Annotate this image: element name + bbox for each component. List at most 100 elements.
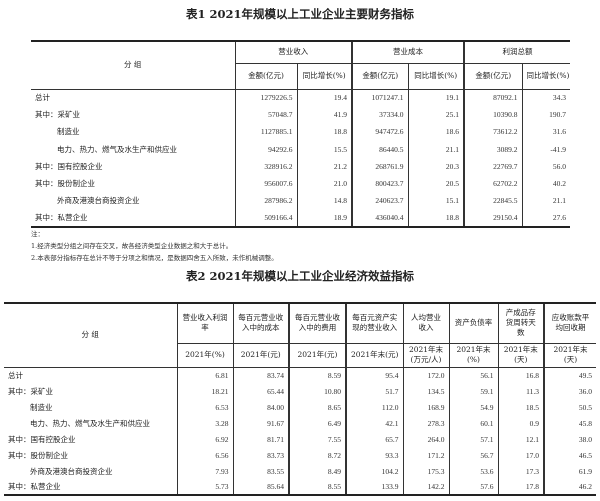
- financial-indicators-table: 分 组 营业收入 营业成本 利润总额 金额(亿元) 同比增长(%) 金额(亿元) 同比…: [31, 40, 570, 228]
- cell-value: 37334.0: [351, 106, 408, 124]
- row-label: 电力、热力、燃气及水生产和供应业: [57, 144, 177, 154]
- cell-value: 278.3: [402, 415, 449, 431]
- cell-value: 56.1: [448, 367, 498, 383]
- cell-value: 22769.7: [463, 157, 522, 175]
- cell-value: 34.3: [521, 89, 570, 107]
- cell-value: 31.6: [521, 123, 570, 141]
- cell-value: 7.93: [176, 463, 233, 479]
- cell-value: 83.73: [232, 447, 289, 463]
- cell-value: 85.64: [232, 479, 289, 496]
- table-row: 电力、热力、燃气及水生产和供应业 94292.6 15.5 86440.5 21.1 30…: [31, 140, 570, 158]
- cell-value: 112.0: [345, 399, 403, 415]
- sub-header: 金额(亿元): [351, 63, 408, 90]
- row-label: 其中：采矿业: [8, 386, 53, 396]
- cell-value: 46.2: [543, 479, 596, 496]
- cell-value: 509166.4: [234, 209, 297, 228]
- cell-value: 16.8: [497, 367, 544, 383]
- cell-value: 168.9: [402, 399, 449, 415]
- cell-value: 8.49: [288, 463, 346, 479]
- row-label: 外商及港澳台商投资企业: [30, 466, 113, 476]
- cell-value: 14.8: [296, 192, 352, 210]
- cell-value: 12.1: [497, 431, 544, 447]
- cell-value: 51.7: [345, 383, 403, 399]
- table-row: 制造业 1127885.1 18.8 947472.6 18.6 73612.2 31.6: [31, 123, 570, 141]
- cell-value: 190.7: [521, 106, 570, 124]
- cell-value: 65.7: [345, 431, 403, 447]
- cell-value: 21.2: [296, 157, 352, 175]
- cell-value: 7.55: [288, 431, 346, 447]
- group-header: 分 组: [4, 302, 177, 368]
- sub-header: 金额(亿元): [463, 63, 522, 90]
- cell-value: 57.6: [448, 479, 498, 496]
- cell-value: 8.65: [288, 399, 346, 415]
- sub-header: 2021年(元): [232, 343, 289, 368]
- cell-value: 142.2: [402, 479, 449, 496]
- cell-value: 57048.7: [234, 106, 297, 124]
- cell-value: 93.3: [345, 447, 403, 463]
- cell-value: 56.0: [521, 157, 570, 175]
- table1-notes: 注： 1.经济类型分组之间存在交叉，故各经济类型企业数据之和大于总计。 2.本表…: [31, 228, 278, 264]
- column-group-header: 营业收入: [234, 40, 352, 64]
- cell-value: 18.21: [176, 383, 233, 399]
- cell-value: 83.74: [232, 367, 289, 383]
- sub-header: 2021年(%): [176, 343, 233, 368]
- column-group-header: 利润总额: [463, 40, 570, 64]
- cell-value: 54.9: [448, 399, 498, 415]
- column-header: 每百元营业收入中的成本: [232, 302, 289, 344]
- cell-value: 17.3: [497, 463, 544, 479]
- cell-value: 172.0: [402, 367, 449, 383]
- cell-value: 287986.2: [234, 192, 297, 210]
- cell-value: 17.0: [497, 447, 544, 463]
- cell-value: 21.1: [521, 192, 570, 210]
- cell-value: 46.5: [543, 447, 596, 463]
- cell-value: 40.2: [521, 174, 570, 193]
- cell-value: 268761.9: [351, 157, 408, 175]
- cell-value: 104.2: [345, 463, 403, 479]
- group-header: 分 组: [31, 40, 235, 90]
- cell-value: 1071247.1: [351, 89, 408, 107]
- column-group-header: 营业成本: [351, 40, 464, 64]
- note: 1.经济类型分组之间存在交叉，故各经济类型企业数据之和大于总计。: [31, 242, 233, 250]
- cell-value: 22845.5: [463, 192, 522, 210]
- note: 2.本表部分指标存在总计不等于分项之和情况，是数据四舍五入所致，未作机械调整。: [31, 254, 278, 262]
- sub-header: 同比增长(%): [521, 63, 570, 90]
- cell-value: 1127885.1: [234, 123, 297, 141]
- cell-value: 11.3: [497, 383, 544, 399]
- table-row: 外商及港澳台商投资企业 287986.2 14.8 240623.7 15.1 22845…: [31, 192, 570, 210]
- cell-value: 42.1: [345, 415, 403, 431]
- table-row: 外商及港澳台商投资企业 7.93 83.55 8.49 104.2 175.3 53.6 17…: [4, 463, 596, 479]
- column-header: 产成品存货周转天数: [497, 302, 544, 344]
- cell-value: 3.28: [176, 415, 233, 431]
- row-label: 总计: [8, 370, 23, 380]
- cell-value: 19.1: [407, 89, 464, 107]
- cell-value: 3089.2: [463, 140, 522, 158]
- sub-header: 2021年末(元): [345, 343, 403, 368]
- cell-value: 25.1: [407, 106, 464, 124]
- cell-value: 49.5: [543, 367, 596, 383]
- column-header: 资产负债率: [448, 302, 498, 344]
- cell-value: 175.3: [402, 463, 449, 479]
- cell-value: 18.6: [407, 123, 464, 141]
- cell-value: 18.5: [497, 399, 544, 415]
- table-row: 总计 6.81 83.74 8.59 95.4 172.0 56.1 16.8 49.5: [4, 367, 596, 383]
- cell-value: 91.67: [232, 415, 289, 431]
- cell-value: 18.9: [296, 209, 352, 228]
- cell-value: 10.80: [288, 383, 346, 399]
- cell-value: 57.1: [448, 431, 498, 447]
- cell-value: 38.0: [543, 431, 596, 447]
- cell-value: 18.8: [296, 123, 352, 141]
- cell-value: 21.0: [296, 174, 352, 193]
- cell-value: 59.1: [448, 383, 498, 399]
- cell-value: 56.7: [448, 447, 498, 463]
- sub-header: 2021年末(天): [543, 343, 596, 368]
- table-row: 其中：股份制企业 956007.6 21.0 800423.7 20.5 62702.2 4…: [31, 174, 570, 193]
- row-label: 总计: [35, 93, 50, 103]
- row-label: 制造业: [30, 402, 53, 412]
- cell-value: 36.0: [543, 383, 596, 399]
- cell-value: 240623.7: [351, 192, 408, 210]
- cell-value: 87092.1: [463, 89, 522, 107]
- column-header: 每百元营业收入中的费用: [288, 302, 346, 344]
- cell-value: 73612.2: [463, 123, 522, 141]
- sub-header: 2021年末(天): [497, 343, 544, 368]
- cell-value: 6.92: [176, 431, 233, 447]
